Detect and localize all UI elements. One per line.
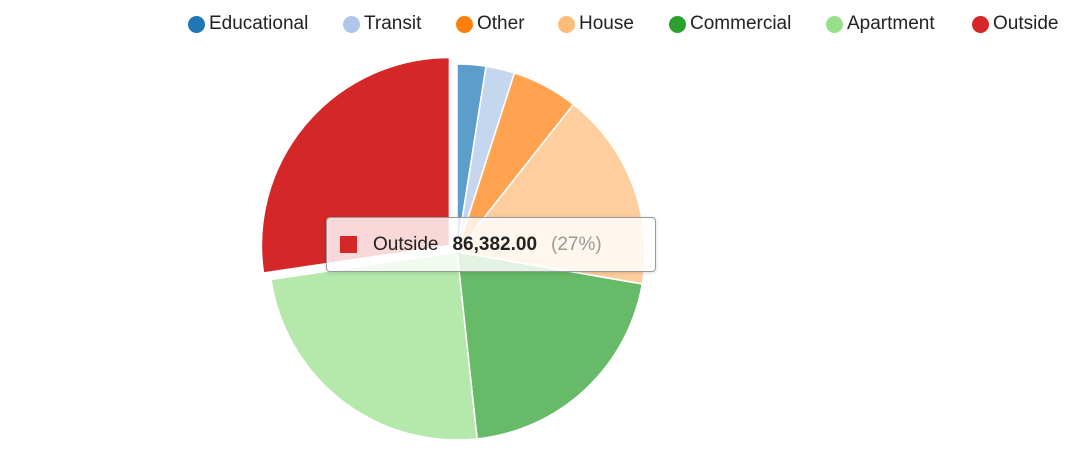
legend-swatch-house — [558, 15, 575, 33]
legend-item-outside[interactable]: Outside — [972, 12, 1058, 36]
legend-label-outside: Outside — [993, 13, 1059, 34]
legend-item-commercial[interactable]: Commercial — [669, 12, 791, 36]
legend-item-other[interactable]: Other — [456, 12, 525, 36]
legend-swatch-other — [456, 15, 473, 33]
legend-swatch-transit — [343, 15, 360, 33]
tooltip: Outside 86,382.00 (27%) — [326, 217, 656, 272]
tooltip-value: 86,382.00 — [452, 233, 538, 255]
pie-slice-apartment[interactable] — [270, 251, 478, 441]
tooltip-color-swatch — [340, 236, 357, 253]
legend-swatch-outside — [972, 15, 989, 33]
legend-swatch-commercial — [669, 15, 686, 33]
pie-slice-commercial[interactable] — [456, 251, 644, 440]
legend-label-commercial: Commercial — [690, 13, 792, 34]
legend-label-other: Other — [477, 13, 525, 34]
legend: Educational Transit Other House Commercial Ap… — [0, 9, 1072, 39]
legend-label-house: House — [579, 13, 634, 34]
legend-item-educational[interactable]: Educational — [188, 12, 308, 36]
tooltip-percent: (27%) — [551, 233, 602, 255]
legend-item-apartment[interactable]: Apartment — [826, 12, 935, 36]
legend-swatch-educational — [188, 15, 205, 33]
legend-label-educational: Educational — [209, 13, 309, 34]
legend-item-house[interactable]: House — [558, 12, 634, 36]
legend-swatch-apartment — [826, 15, 843, 33]
tooltip-label: Outside — [373, 233, 439, 255]
legend-label-apartment: Apartment — [847, 13, 935, 34]
legend-label-transit: Transit — [364, 13, 422, 34]
legend-item-transit[interactable]: Transit — [343, 12, 421, 36]
